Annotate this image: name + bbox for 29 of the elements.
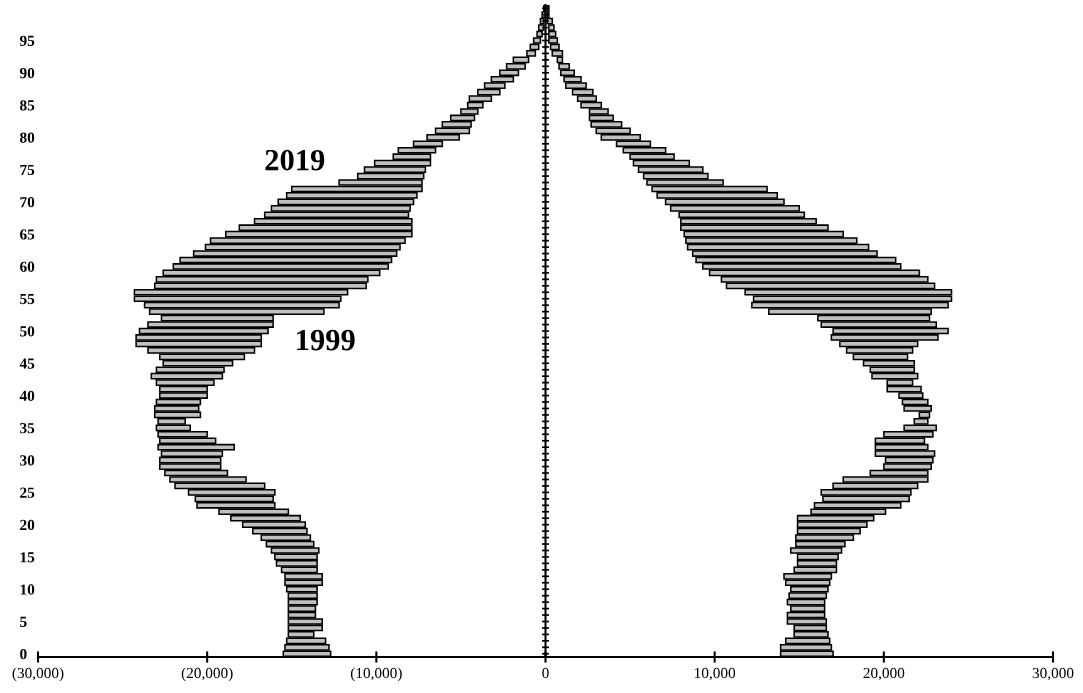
y-tick-label: 25 [20,487,35,498]
x-tick-label: (20,000) [181,667,233,682]
y-tick-label: 15 [20,552,35,563]
y-tick-label: 10 [20,584,35,595]
y-tick-label: 95 [19,35,35,46]
y-tick-label: 80 [20,132,35,143]
y-tick-label: 90 [19,67,35,79]
y-tick-label: 0 [20,648,27,660]
y-tick-label: 5 [20,616,27,627]
x-tick-label: 0 [542,667,549,679]
x-tick-label: (30,000) [12,667,64,682]
y-tick-label: 75 [20,164,35,176]
y-tick-label: 40 [19,390,35,402]
y-tick-label: 35 [20,423,35,434]
y-tick-label: 85 [20,100,35,111]
y-tick-label: 50 [20,326,35,337]
y-tick-label: 70 [20,197,35,208]
y-tick-label: 45 [19,358,35,369]
x-tick-label: 20,000 [863,667,905,681]
y-tick-label: 20 [20,519,35,531]
annotation: 2019 [265,149,325,171]
x-tick-label: 10,000 [695,667,736,681]
y-tick-label: 30 [20,455,35,466]
annotation: 1999 [297,329,355,351]
y-tick-label: 65 [20,229,35,240]
y-tick-label: 60 [20,261,35,272]
y-tick-label: 55 [20,294,35,305]
x-tick-label: 30,000 [1032,667,1074,681]
x-tick-label: (10,000) [350,667,402,682]
